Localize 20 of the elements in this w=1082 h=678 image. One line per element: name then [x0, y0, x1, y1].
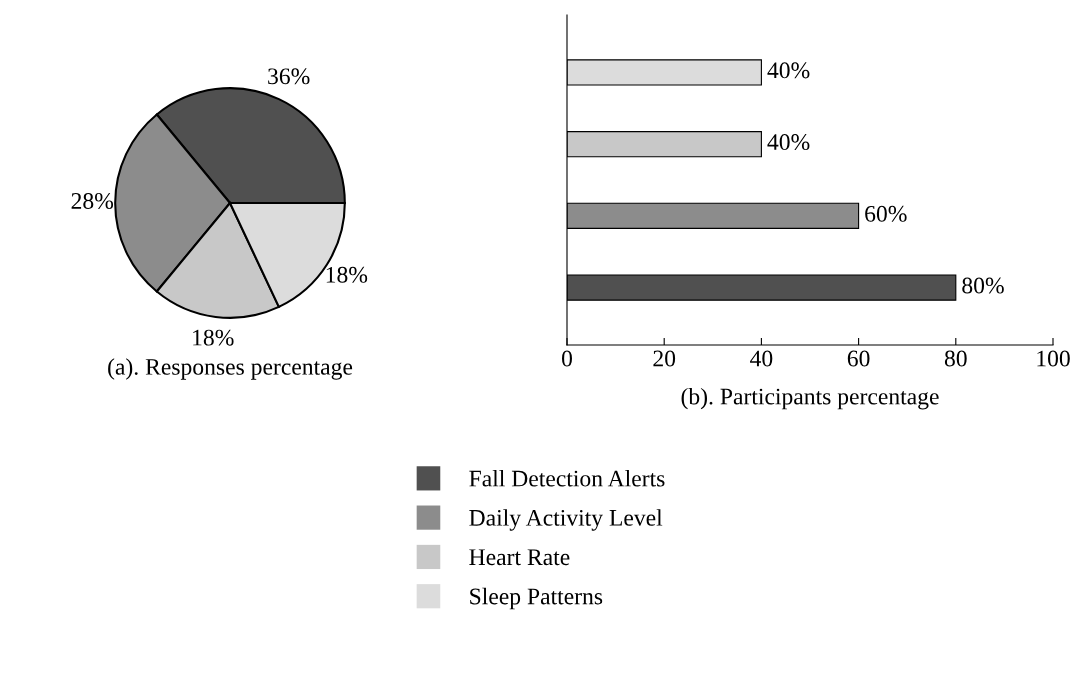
x-tick-label: 100 — [1037, 350, 1070, 367]
x-tick-label: 60 — [847, 350, 870, 367]
legend-label: Heart Rate — [469, 549, 570, 566]
data-label: 36% — [268, 68, 310, 85]
legend-label: Daily Activity Level — [469, 509, 663, 531]
text: (a). Responses percentage — [108, 358, 353, 380]
data-label: 18% — [326, 266, 368, 283]
x-tick-label: 20 — [653, 350, 676, 367]
x-tick-label: 40 — [750, 350, 773, 367]
data-label: 28% — [71, 192, 114, 209]
data-label: 80% — [962, 277, 1004, 294]
text: (b). Participants percentage — [681, 387, 939, 410]
x-tick-label: 80 — [944, 350, 967, 367]
data-label: 40% — [767, 62, 810, 79]
data-label: 40% — [767, 134, 810, 151]
x-tick-label: 0 — [562, 350, 572, 367]
data-label: 60% — [865, 205, 907, 222]
legend-label: Sleep Patterns — [470, 587, 603, 610]
legend-label: Fall Detection Alerts — [469, 469, 665, 487]
data-label: 18% — [193, 329, 234, 346]
